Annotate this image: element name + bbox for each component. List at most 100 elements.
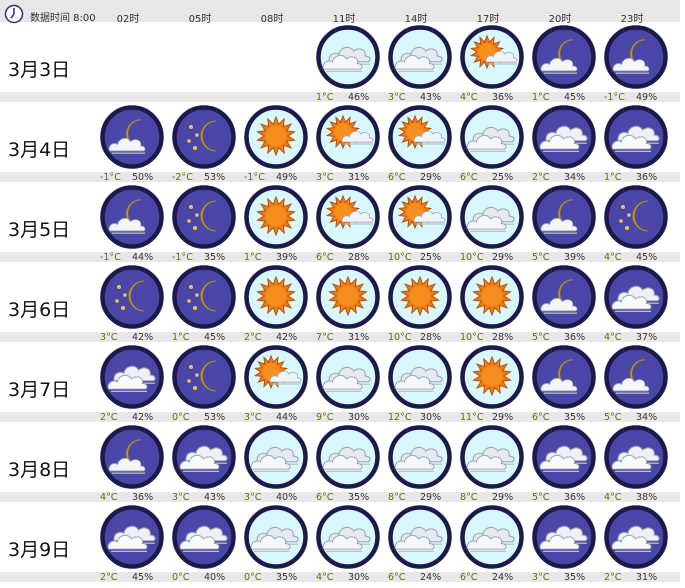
data-time-label: 数据时间 8:00: [30, 13, 96, 24]
temperature-value: -1°C: [244, 172, 265, 183]
humidity-value: 30%: [420, 412, 442, 423]
hour-label: 11时: [332, 14, 356, 25]
hour-label: 05时: [188, 14, 212, 25]
moon-cloud-icon: [604, 25, 668, 89]
moon-cloud-icon: [604, 345, 668, 409]
forecast-cell: 5°C 36%: [530, 424, 602, 504]
forecast-cell: 4°C 45%: [602, 184, 674, 264]
temperature-value: 3°C: [532, 572, 550, 583]
humidity-value: 35%: [564, 412, 586, 423]
humidity-value: 29%: [492, 252, 514, 263]
humidity-value: 24%: [420, 572, 442, 583]
forecast-cell: 9°C 30%: [314, 344, 386, 424]
humidity-value: 50%: [132, 172, 154, 183]
forecast-cell: 1°C 45%: [170, 264, 242, 344]
cloudy-day-icon: [316, 425, 380, 489]
date-label: 3月8日: [8, 459, 71, 481]
moon-cloud-icon: [100, 425, 164, 489]
moon-stars-icon: [172, 345, 236, 409]
forecast-cell: 0°C 53%: [170, 344, 242, 424]
forecast-cell: 3°C 43%: [170, 424, 242, 504]
forecast-cell: 3°C 44%: [242, 344, 314, 424]
cloud-glyph: [322, 454, 363, 470]
forecast-cell: 3°C 31%: [314, 104, 386, 184]
cloud-glyph: [466, 454, 507, 470]
day-row: 3月3日 1°C 46% 3°C 43% 4°C 36% 1°C 45% -1°C 49%: [0, 24, 680, 104]
humidity-value: 35%: [204, 252, 226, 263]
forecast-cell: 3°C 40%: [242, 424, 314, 504]
sun-icon: [460, 345, 524, 409]
sun-icon: [244, 105, 308, 169]
temperature-value: 6°C: [460, 572, 478, 583]
date-label: 3月5日: [8, 219, 71, 241]
forecast-cell: 10°C 25%: [386, 184, 458, 264]
hour-label: 20时: [548, 14, 572, 25]
forecast-cell: -1°C 44%: [98, 184, 170, 264]
forecast-cell: 10°C 28%: [386, 264, 458, 344]
temperature-value: 4°C: [316, 572, 334, 583]
day-row: 3月9日 2°C 45% 0°C 40% 0°C 35% 4°C 30% 6°C 24% 6°C 24%…: [0, 504, 680, 584]
date-label: 3月9日: [8, 539, 71, 561]
temperature-value: -1°C: [100, 252, 121, 263]
temperature-value: 7°C: [316, 332, 334, 343]
humidity-value: 43%: [420, 92, 442, 103]
temperature-value: 3°C: [244, 492, 262, 503]
sun-icon: [244, 185, 308, 249]
humidity-value: 46%: [348, 92, 370, 103]
forecast-cell: 7°C 31%: [314, 264, 386, 344]
forecast-cell: 4°C 38%: [602, 424, 674, 504]
moon-cloud-icon: [532, 185, 596, 249]
humidity-value: 31%: [348, 172, 370, 183]
cloudy-day-icon: [388, 345, 452, 409]
moon-stars-icon: [172, 185, 236, 249]
temperature-value: 10°C: [460, 252, 484, 263]
temperature-value: 6°C: [316, 492, 334, 503]
humidity-value: 29%: [492, 412, 514, 423]
cloud-glyph: [107, 374, 148, 390]
cloudy-day-icon: [388, 505, 452, 569]
forecast-cell: -1°C 49%: [602, 24, 674, 104]
cloud-glyph: [612, 377, 650, 392]
humidity-value: 36%: [636, 172, 658, 183]
temperature-value: 4°C: [604, 492, 622, 503]
row-stripe: [0, 252, 680, 262]
cloudy-day-icon: [388, 25, 452, 89]
cloud-glyph: [539, 454, 580, 470]
humidity-value: 34%: [636, 412, 658, 423]
cloud-glyph: [394, 54, 435, 70]
temperature-value: 2°C: [100, 572, 118, 583]
forecast-cell: -2°C 53%: [170, 104, 242, 184]
forecast-cell: 2°C 42%: [242, 264, 314, 344]
moon-cloud-icon: [532, 345, 596, 409]
cloud-glyph: [540, 297, 578, 312]
temperature-value: 3°C: [100, 332, 118, 343]
cloudy-night-icon: [532, 505, 596, 569]
moon-glyph: [200, 360, 217, 392]
temperature-value: 2°C: [532, 172, 550, 183]
sun-cloud-icon: [460, 25, 524, 89]
temperature-value: 12°C: [388, 412, 412, 423]
temperature-value: 6°C: [388, 172, 406, 183]
temperature-value: 5°C: [532, 332, 550, 343]
moon-cloud-icon: [532, 25, 596, 89]
sun-cloud-icon: [316, 105, 380, 169]
humidity-value: 31%: [636, 572, 658, 583]
date-label: 3月7日: [8, 379, 71, 401]
hour-label: 14时: [404, 14, 428, 25]
stars-glyph: [187, 205, 199, 230]
forecast-cell: 1°C 36%: [602, 104, 674, 184]
cloud-glyph: [394, 374, 435, 390]
forecast-cell: 2°C 45%: [98, 504, 170, 584]
humidity-value: 45%: [132, 572, 154, 583]
cloudy-day-icon: [316, 25, 380, 89]
cloud-glyph: [179, 534, 220, 550]
humidity-value: 44%: [132, 252, 154, 263]
forecast-cell: 3°C 35%: [530, 504, 602, 584]
forecast-cell: 12°C 30%: [386, 344, 458, 424]
cloud-glyph: [539, 534, 580, 550]
stars-glyph: [619, 205, 631, 230]
cloud-glyph: [322, 374, 363, 390]
forecast-cell: 4°C 30%: [314, 504, 386, 584]
temperature-value: 2°C: [244, 332, 262, 343]
cloud-glyph: [179, 454, 220, 470]
